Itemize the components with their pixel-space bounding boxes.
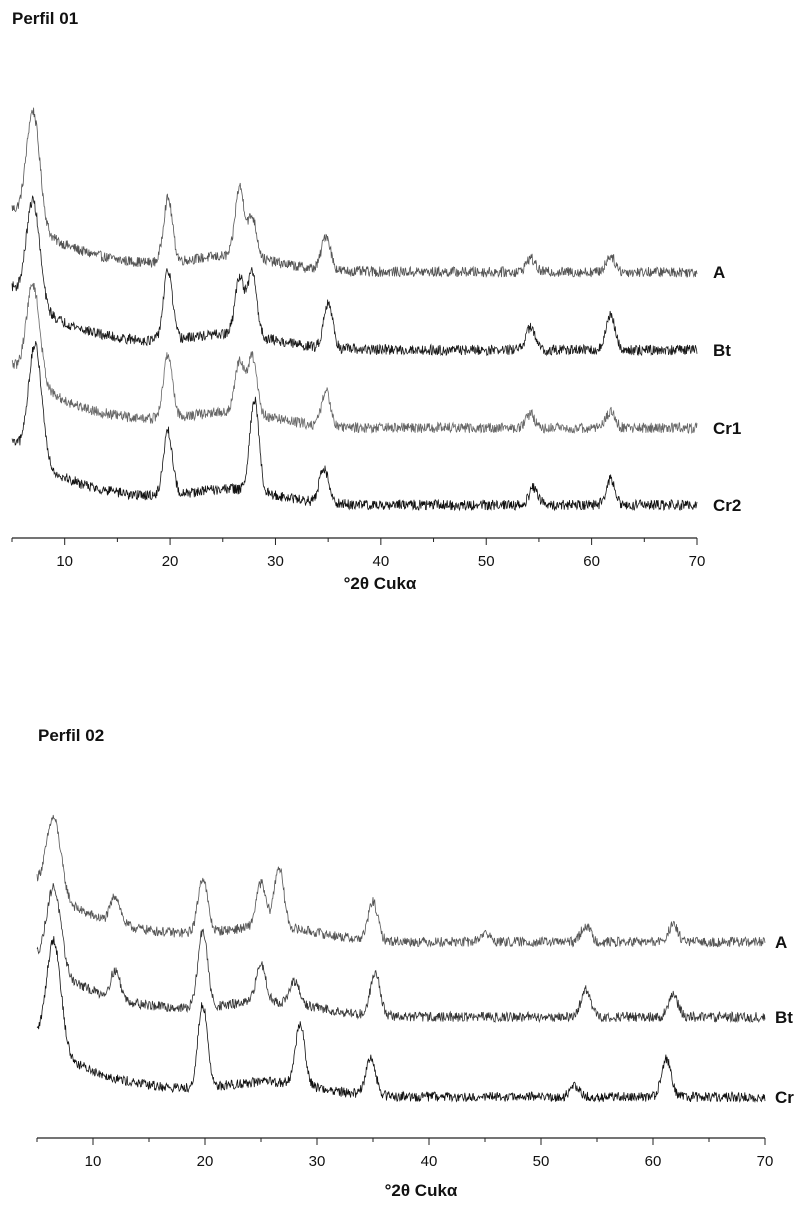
x-axis-ticks: 10 20 30 40 50 60 70 [36, 1138, 774, 1170]
series-label-bt: Bt [713, 341, 731, 360]
x-tick-label: 20 [162, 553, 179, 570]
x-tick-label: 30 [309, 1153, 326, 1170]
series-label-a: A [775, 933, 787, 952]
series-group [36, 814, 766, 1104]
x-tick-label: 70 [689, 553, 706, 570]
x-axis-label: °2θ Cukα [344, 574, 417, 593]
series-line-cr2 [11, 341, 698, 512]
series-line-a [36, 814, 766, 948]
x-axis-label: °2θ Cukα [385, 1181, 458, 1200]
x-tick-label: 60 [583, 553, 600, 570]
x-tick-label: 40 [373, 553, 390, 570]
series-label-a: A [713, 263, 725, 282]
series-line-cr [36, 936, 766, 1104]
series-label-group: A Bt Cr [775, 933, 794, 1107]
series-line-bt [36, 883, 766, 1024]
series-label-cr1: Cr1 [713, 419, 741, 438]
series-line-cr1 [11, 282, 698, 434]
series-line-a [11, 107, 698, 278]
chart-title: Perfil 02 [38, 726, 104, 745]
x-tick-label: 70 [757, 1153, 774, 1170]
series-line-bt [11, 195, 698, 357]
chart-perfil-01: Perfil 01 A Bt Cr1 Cr2 10 20 30 40 50 60 70 °2θ C… [11, 9, 741, 593]
series-label-group: A Bt Cr1 Cr2 [713, 263, 741, 515]
chart-title: Perfil 01 [12, 9, 78, 28]
series-group [11, 107, 698, 512]
x-tick-label: 50 [478, 553, 495, 570]
x-tick-label: 50 [533, 1153, 550, 1170]
x-tick-label: 10 [85, 1153, 102, 1170]
series-label-cr2: Cr2 [713, 496, 741, 515]
x-tick-label: 40 [421, 1153, 438, 1170]
x-tick-label: 10 [56, 553, 73, 570]
x-tick-label: 20 [197, 1153, 214, 1170]
series-label-bt: Bt [775, 1008, 793, 1027]
x-axis-ticks: 10 20 30 40 50 60 70 [11, 538, 706, 570]
x-tick-label: 30 [267, 553, 284, 570]
x-tick-label: 60 [645, 1153, 662, 1170]
series-label-cr: Cr [775, 1088, 794, 1107]
chart-perfil-02: Perfil 02 A Bt Cr 10 20 30 40 50 60 70 °2θ Cukα [36, 726, 794, 1200]
